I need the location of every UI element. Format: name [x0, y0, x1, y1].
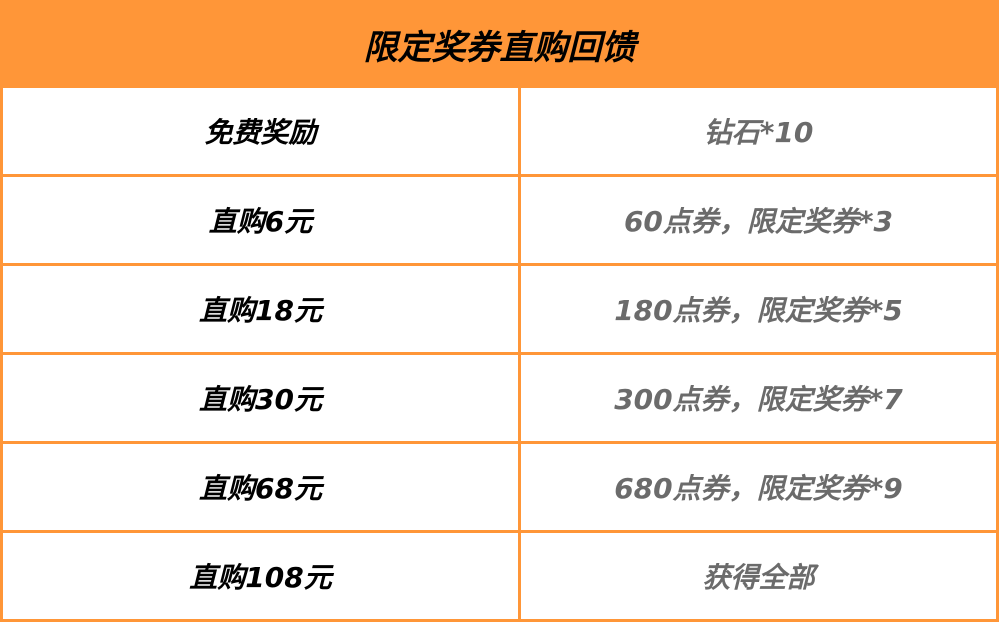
- table-row: 直购108元 获得全部: [0, 530, 999, 622]
- reward-cell: 钻石*10: [518, 88, 999, 177]
- reward-cell: 300点券，限定奖券*7: [518, 352, 999, 444]
- reward-table: 免费奖励 钻石*10 直购6元 60点券，限定奖券*3 直购18元 180点券，限定奖…: [0, 88, 999, 622]
- tier-cell: 直购30元: [0, 352, 521, 444]
- table-row: 直购30元 300点券，限定奖券*7: [0, 352, 999, 444]
- tier-cell: 直购18元: [0, 263, 521, 355]
- reward-cell: 180点券，限定奖券*5: [518, 263, 999, 355]
- tier-cell: 免费奖励: [0, 88, 521, 177]
- table-row: 直购18元 180点券，限定奖券*5: [0, 263, 999, 355]
- tier-cell: 直购6元: [0, 174, 521, 266]
- table-row: 直购6元 60点券，限定奖券*3: [0, 174, 999, 266]
- tier-cell: 直购68元: [0, 441, 521, 533]
- table-row: 直购68元 680点券，限定奖券*9: [0, 441, 999, 533]
- reward-cell: 60点券，限定奖券*3: [518, 174, 999, 266]
- table-title: 限定奖券直购回馈: [0, 0, 999, 88]
- reward-cell: 680点券，限定奖券*9: [518, 441, 999, 533]
- table-row: 免费奖励 钻石*10: [0, 88, 999, 177]
- reward-cell: 获得全部: [518, 530, 999, 622]
- tier-cell: 直购108元: [0, 530, 521, 622]
